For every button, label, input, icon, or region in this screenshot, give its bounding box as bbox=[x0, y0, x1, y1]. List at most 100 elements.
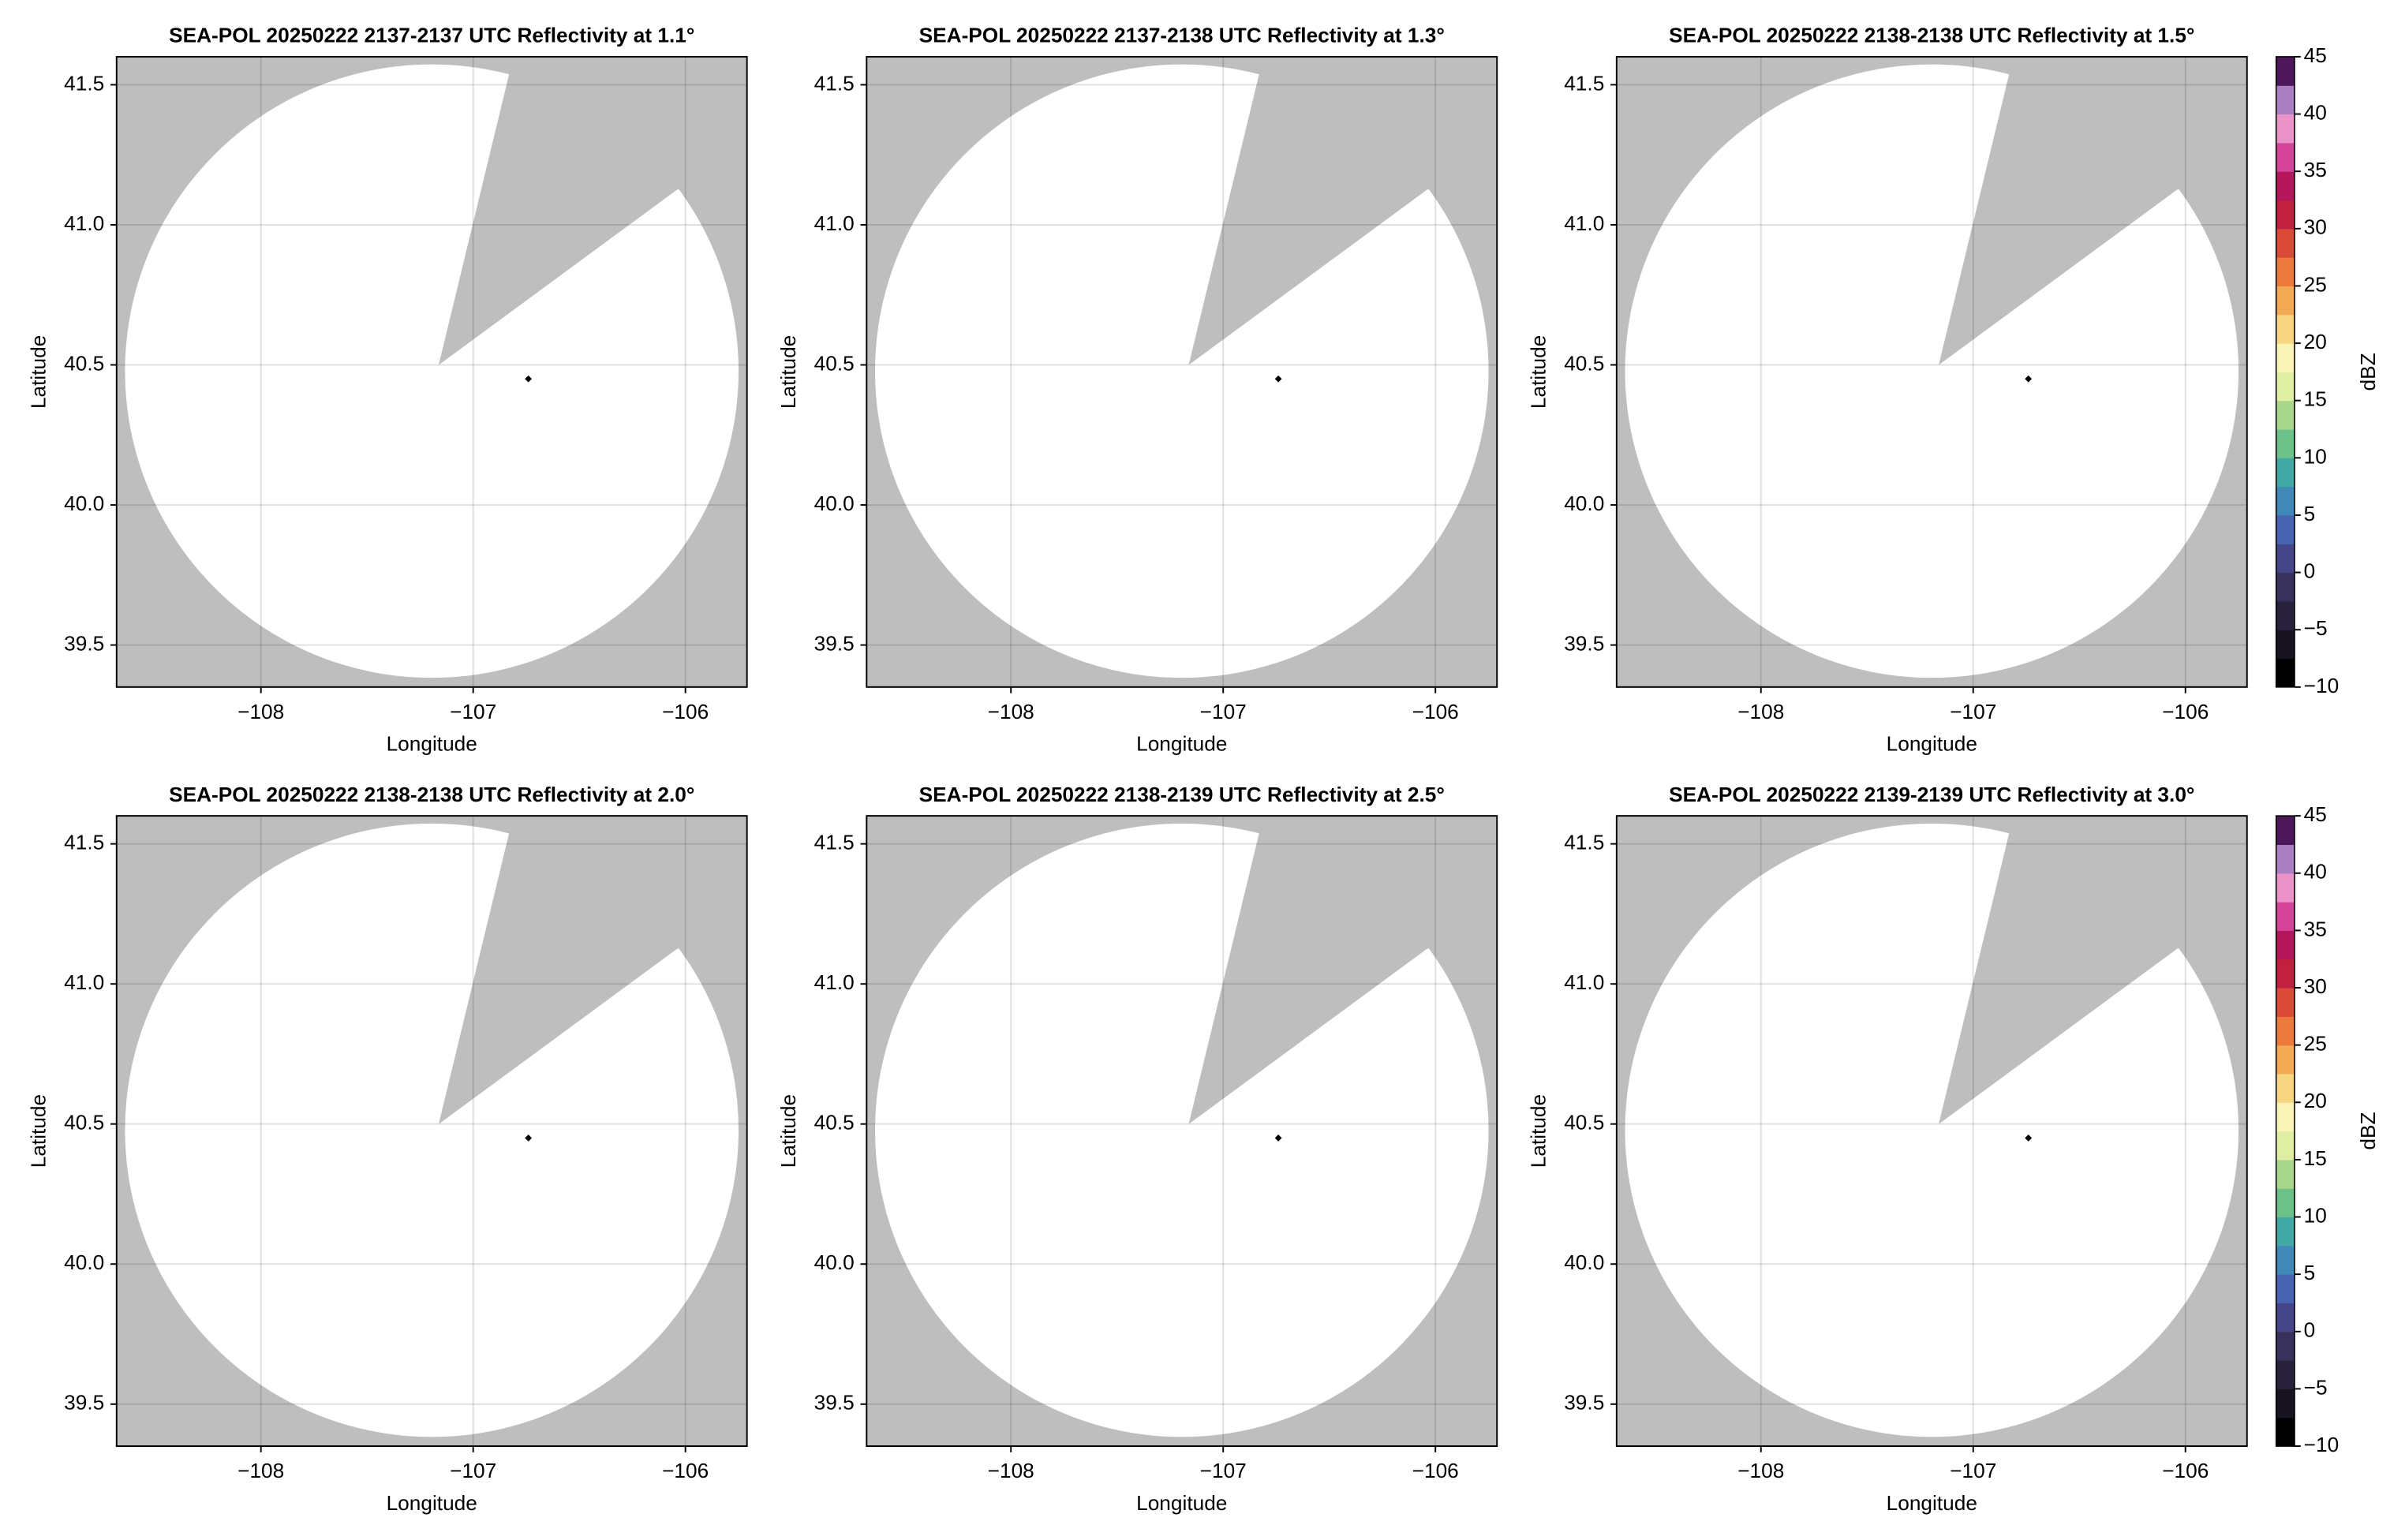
plot-frame bbox=[115, 815, 748, 1448]
colorbar-segment bbox=[2276, 816, 2295, 846]
x-tick-label: −107 bbox=[1200, 1459, 1247, 1482]
y-tick-label: 41.0 bbox=[1564, 970, 1604, 994]
colorbar-segment bbox=[2276, 286, 2295, 316]
x-tick-label: −107 bbox=[1950, 700, 1996, 723]
colorbar-segment bbox=[2276, 1274, 2295, 1304]
colorbar-segment bbox=[2276, 200, 2295, 230]
radar-location bbox=[525, 375, 533, 383]
colorbar-segment bbox=[2276, 600, 2295, 630]
x-tick-label: −106 bbox=[662, 1459, 709, 1482]
x-tick-label: −107 bbox=[450, 700, 496, 723]
colorbar-segment bbox=[2276, 486, 2295, 516]
x-tick-label: −108 bbox=[988, 700, 1034, 723]
x-axis-label: Longitude bbox=[1136, 732, 1227, 756]
colorbar-segment bbox=[2276, 988, 2295, 1017]
y-tick-label: 40.0 bbox=[1564, 492, 1604, 515]
colorbar-tick-label: 0 bbox=[2304, 559, 2316, 583]
colorbar-tick-label: 35 bbox=[2304, 917, 2327, 940]
chart-title: SEA-POL 20250222 2138-2139 UTC Reflectiv… bbox=[919, 783, 1445, 806]
colorbar-label: dBZ bbox=[2356, 1112, 2380, 1150]
y-tick-label: 40.5 bbox=[64, 1111, 104, 1134]
colorbar-tick-label: 15 bbox=[2304, 1146, 2327, 1170]
colorbar-tick-label: 10 bbox=[2304, 1203, 2327, 1227]
colorbar-segment bbox=[2276, 959, 2295, 989]
colorbar-frame bbox=[2275, 815, 2295, 1447]
y-tick-label: 41.0 bbox=[64, 970, 104, 994]
x-tick-label: −108 bbox=[988, 1459, 1034, 1482]
x-tick-label: −108 bbox=[1737, 1459, 1784, 1482]
blocked-sector bbox=[1939, 56, 2247, 365]
blocked-sector bbox=[438, 816, 747, 1124]
colorbar-segment bbox=[2276, 171, 2295, 201]
y-tick-label: 40.5 bbox=[814, 1111, 855, 1134]
colorbar-segment bbox=[2276, 458, 2295, 488]
x-tick-label: −107 bbox=[1950, 1459, 1996, 1482]
colorbar-segment bbox=[2276, 429, 2295, 458]
colorbar-tick-label: 0 bbox=[2304, 1318, 2316, 1342]
y-tick-label: 41.5 bbox=[1564, 831, 1604, 854]
y-tick-label: 39.5 bbox=[814, 632, 855, 656]
colorbar-segment bbox=[2276, 1245, 2295, 1275]
x-tick-label: −106 bbox=[2162, 1459, 2209, 1482]
radar-location bbox=[1274, 1134, 1282, 1142]
colorbar-segment bbox=[2276, 400, 2295, 430]
colorbar-segment bbox=[2276, 1131, 2295, 1161]
plot-frame bbox=[866, 55, 1498, 688]
colorbar-segment bbox=[2276, 658, 2295, 688]
y-tick-label: 41.5 bbox=[1564, 71, 1604, 95]
colorbar-segment bbox=[2276, 343, 2295, 372]
plot-area bbox=[866, 816, 1498, 1447]
colorbar-segment bbox=[2276, 1073, 2295, 1103]
chart-title: SEA-POL 20250222 2138-2138 UTC Reflectiv… bbox=[169, 783, 694, 806]
colorbar-tick-label: 40 bbox=[2304, 100, 2327, 124]
x-tick-label: −108 bbox=[1737, 700, 1784, 723]
y-tick-label: 40.5 bbox=[1564, 1111, 1604, 1134]
colorbar-segment bbox=[2276, 372, 2295, 402]
y-tick-label: 41.5 bbox=[814, 831, 855, 854]
plot-frame bbox=[866, 815, 1498, 1448]
colorbar-tick-label: 30 bbox=[2304, 974, 2327, 998]
colorbar-segment bbox=[2276, 1045, 2295, 1075]
y-tick-label: 39.5 bbox=[1564, 632, 1604, 656]
y-tick-label: 40.5 bbox=[814, 351, 855, 375]
y-axis-label: Latitude bbox=[27, 1094, 50, 1168]
colorbar-segment bbox=[2276, 902, 2295, 931]
colorbar-tick-label: 45 bbox=[2304, 43, 2327, 67]
colorbar-tick-label: 20 bbox=[2304, 1089, 2327, 1112]
y-axis-label: Latitude bbox=[1527, 335, 1550, 409]
colorbar-tick-label: 25 bbox=[2304, 272, 2327, 296]
y-tick-label: 40.0 bbox=[814, 492, 855, 515]
y-tick-label: 41.0 bbox=[1564, 211, 1604, 235]
blocked-sector bbox=[1939, 816, 2247, 1124]
colorbar-segment bbox=[2276, 1389, 2295, 1419]
y-tick-label: 40.5 bbox=[64, 351, 104, 375]
chart-title: SEA-POL 20250222 2137-2138 UTC Reflectiv… bbox=[919, 24, 1445, 47]
y-tick-label: 40.5 bbox=[1564, 351, 1604, 375]
colorbar-tick-label: 40 bbox=[2304, 860, 2327, 884]
y-tick-label: 41.5 bbox=[814, 71, 855, 95]
colorbar-tick-label: −5 bbox=[2304, 616, 2328, 640]
x-tick-label: −106 bbox=[1412, 700, 1459, 723]
x-tick-label: −106 bbox=[662, 700, 709, 723]
colorbar-segment bbox=[2276, 873, 2295, 903]
blocked-sector bbox=[438, 56, 747, 365]
radar-location bbox=[2025, 1134, 2033, 1142]
colorbar-segment bbox=[2276, 1188, 2295, 1218]
colorbar-label: dBZ bbox=[2356, 353, 2380, 391]
colorbar-segment bbox=[2276, 514, 2295, 544]
y-tick-label: 41.5 bbox=[64, 71, 104, 95]
x-axis-label: Longitude bbox=[1136, 1491, 1227, 1515]
plot-area bbox=[866, 56, 1498, 687]
x-axis-label: Longitude bbox=[387, 1491, 477, 1515]
colorbar-segment bbox=[2276, 544, 2295, 574]
colorbar-tick-label: −10 bbox=[2304, 1433, 2340, 1456]
colorbar-segment bbox=[2276, 1331, 2295, 1361]
plot-area bbox=[116, 56, 747, 687]
radar-location bbox=[2025, 375, 2033, 383]
colorbar-tick-label: 45 bbox=[2304, 802, 2327, 826]
y-tick-label: 41.0 bbox=[64, 211, 104, 235]
colorbar-segment bbox=[2276, 142, 2295, 172]
x-axis-label: Longitude bbox=[387, 732, 477, 756]
chart-title: SEA-POL 20250222 2138-2138 UTC Reflectiv… bbox=[1669, 24, 2194, 47]
